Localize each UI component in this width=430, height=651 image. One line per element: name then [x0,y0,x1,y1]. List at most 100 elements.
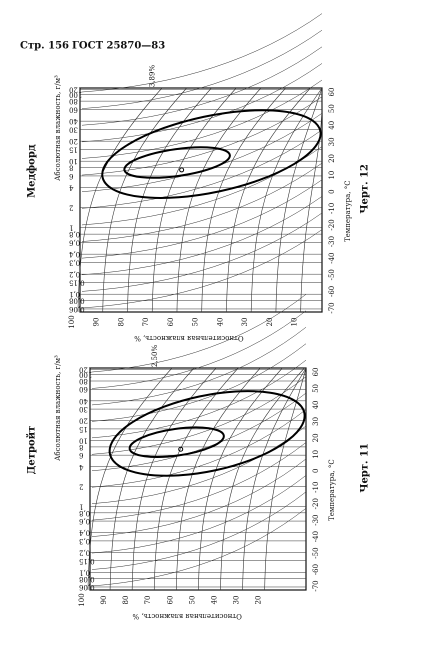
temp-tick-label: -40 [312,531,320,542]
temp-tick-label: -60 [312,564,320,575]
y-tick-label: 40 [79,397,88,405]
temp-line [81,162,323,242]
y-tick-label: 6 [68,172,73,180]
y-tick-label: 0,2 [79,549,90,557]
y-tick-label: 6 [78,451,83,459]
temp-tick-label: -70 [312,580,320,591]
y-tick-label: 15 [79,425,88,433]
y-tick-label: 0,15 [69,278,85,286]
y-tick-label: 2 [69,204,73,212]
rh-tick-label: 100 [68,315,76,328]
y-tick-label: 8 [69,164,73,172]
y-tick-label: 60 [69,105,78,113]
rh-axis-label: Относительная влажность, % [134,334,244,342]
temp-line [91,376,307,455]
temp-tick-label: -50 [328,269,336,280]
rh-tick-label: 30 [241,318,249,327]
rh-curve [220,367,305,591]
temp-tick-label: -50 [312,547,320,558]
y-tick-label: 0,06 [78,583,94,591]
temp-tick-label: -20 [328,219,336,230]
y-tick-label: 10 [69,157,78,165]
y-tick-label: 20 [69,137,78,145]
temp-line [81,129,323,209]
temp-line [81,229,323,309]
temp-tick-label: -70 [328,302,336,313]
rh-tick-label: 10 [291,318,299,327]
y-tick-label: 30 [79,405,88,413]
rh-curve [102,87,187,313]
temp-line [81,63,323,143]
rh-tick-label: 60 [167,318,175,327]
rh-tick-label: 60 [166,596,174,605]
temp-line [81,46,323,126]
rh-curve [87,367,173,591]
y-tick-label: 0,15 [79,557,95,565]
temp-tick-label: 10 [328,171,336,180]
y-axis-label: Абсолютная влажность, г/м³ [54,75,62,181]
temp-line [81,30,323,109]
y-tick-label: 120 [79,365,92,373]
temp-line [81,13,323,93]
temp-line [91,475,307,554]
temp-line [91,310,307,389]
temp-line [91,343,307,422]
rh-tick-label: 40 [216,318,224,327]
y-tick-label: 0,4 [68,250,80,258]
y-tick-label: 4 [78,463,83,471]
rh-curve [242,367,307,591]
y-axis-label: Абсолютная влажность, г/м³ [54,355,62,461]
temp-tick-label: 60 [312,368,320,377]
temp-line [91,425,307,504]
temp-tick-label: -10 [312,482,320,493]
y-tick-label: 60 [79,385,88,393]
y-tick-label: 30 [69,125,78,133]
temp-line [91,359,307,439]
temp-line [81,196,323,276]
temp-line [91,294,307,373]
figure: 12010080604030201510864210,80,60,40,30,2… [27,294,371,620]
temp-tick-label: 40 [328,121,336,130]
y-tick-label: 1 [69,224,73,232]
temp-tick-label: -10 [328,203,336,214]
rh-curve [264,367,307,591]
temp-axis-label: Температура, °C [344,180,352,242]
rh-curve [109,367,195,591]
y-tick-label: 0,08 [69,297,85,305]
y-tick-label: 100 [69,91,82,99]
temp-line [91,458,307,537]
temp-line [81,212,323,292]
temp-tick-label: -30 [328,236,336,247]
temp-axis-label: Температура, °C [328,459,336,521]
rh-tick-label: 90 [93,318,101,327]
temp-tick-label: 50 [328,104,336,113]
temp-line [91,508,307,587]
y-tick-label: 80 [69,97,78,105]
y-tick-label: 2 [79,483,83,491]
temp-line [81,179,323,259]
station-name: Детройт [27,426,38,475]
y-tick-label: 0,8 [79,509,90,517]
temp-tick-label: 20 [312,433,320,442]
rh-tick-label: 30 [233,596,241,605]
y-tick-label: 1 [79,502,83,510]
rh-curve [131,367,217,591]
page-number: Стр. 156 [20,41,69,52]
rh-tick-label: 40 [210,596,218,605]
temp-tick-label: 50 [312,384,320,393]
standard-code: ГОСТ 25870—83 [72,41,165,52]
rh-curve [201,87,286,313]
rh-tick-label: 80 [122,596,130,605]
y-tick-label: 20 [79,417,88,425]
station-name: Медфорд [27,144,38,198]
temp-tick-label: 60 [328,88,336,97]
temp-line [91,491,307,570]
contour [123,146,231,179]
temp-line [91,327,307,406]
rh-curve [300,87,323,313]
y-tick-label: 120 [69,85,82,93]
temp-line [81,79,323,159]
y-tick-label: 100 [79,371,92,379]
